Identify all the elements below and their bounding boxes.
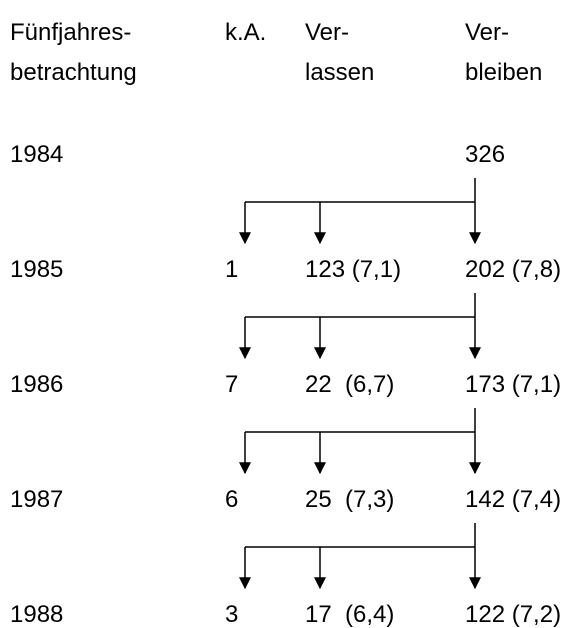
cell-ka: 7 — [225, 371, 238, 398]
header-verlassen: Ver- — [305, 19, 349, 46]
cell-verbleiben: 173 (7,1) — [465, 371, 561, 398]
cell-year: 1987 — [10, 486, 63, 513]
cell-verlassen: 22 (6,7) — [305, 371, 394, 398]
header-verbleiben: bleiben — [465, 59, 542, 86]
cell-verlassen: 17 (6,4) — [305, 601, 394, 628]
cell-ka: 3 — [225, 601, 238, 628]
cell-verlassen: 123 (7,1) — [305, 256, 401, 283]
header-verlassen: lassen — [305, 59, 374, 86]
cell-verbleiben: 202 (7,8) — [465, 256, 561, 283]
cell-verbleiben: 326 — [465, 141, 505, 168]
cell-ka: 6 — [225, 486, 238, 513]
cell-year: 1984 — [10, 141, 63, 168]
cell-year: 1985 — [10, 256, 63, 283]
header-ka: k.A. — [225, 19, 266, 46]
cell-ka: 1 — [225, 256, 238, 283]
header-period: betrachtung — [10, 59, 137, 86]
cell-verbleiben: 142 (7,4) — [465, 486, 561, 513]
cell-year: 1986 — [10, 371, 63, 398]
cell-year: 1988 — [10, 601, 63, 628]
cell-verbleiben: 122 (7,2) — [465, 601, 561, 628]
header-period: Fünfjahres- — [10, 19, 131, 46]
header-verbleiben: Ver- — [465, 19, 509, 46]
cell-verlassen: 25 (7,3) — [305, 486, 394, 513]
